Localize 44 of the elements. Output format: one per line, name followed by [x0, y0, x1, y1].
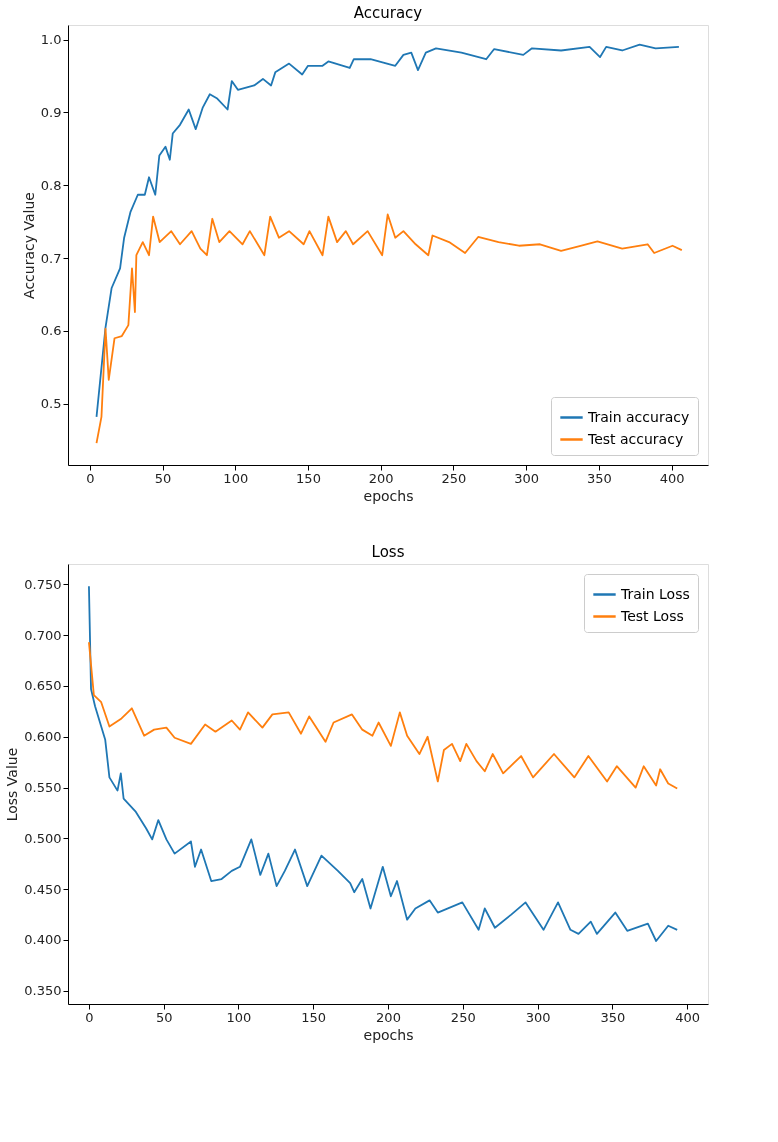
x-axis-title: epochs	[363, 487, 414, 504]
x-tick-label: 0	[86, 470, 95, 486]
y-tick-label: 0.550	[24, 780, 62, 796]
y-tick-label: 0.650	[24, 678, 62, 694]
x-tick-label: 350	[600, 1009, 626, 1025]
legend-label: Test Loss	[620, 607, 684, 624]
y-axis-title: Loss Value	[4, 747, 21, 822]
x-tick-label: 300	[514, 470, 540, 486]
y-tick-label: 0.9	[40, 104, 62, 120]
x-tick-label: 50	[154, 470, 172, 486]
y-tick-label: 0.350	[24, 983, 62, 999]
line-series	[88, 641, 679, 790]
x-tick-label: 0	[85, 1009, 94, 1025]
chart-title: Accuracy	[353, 4, 423, 22]
x-tick-label: 50	[155, 1009, 173, 1025]
legend-label: Test accuracy	[587, 430, 684, 447]
x-tick-label: 150	[296, 470, 321, 486]
y-tick-label: 0.8	[40, 177, 62, 193]
y-tick-label: 0.750	[24, 576, 62, 592]
x-tick-label: 100	[226, 1009, 252, 1025]
y-axis-title: Accuracy Value	[20, 192, 37, 299]
legend-label: Train accuracy	[587, 408, 690, 425]
chart-title: Loss	[371, 543, 405, 561]
x-tick-label: 100	[223, 470, 249, 486]
y-tick-label: 0.500	[24, 830, 62, 846]
x-tick-label: 250	[450, 1009, 476, 1025]
x-tick-label: 350	[587, 470, 612, 486]
x-tick-label: 250	[441, 470, 467, 486]
y-tick-label: 0.400	[24, 932, 62, 948]
y-tick-label: 0.450	[24, 881, 62, 897]
y-tick-label: 0.700	[24, 627, 62, 643]
x-tick-label: 400	[659, 470, 685, 486]
x-tick-label: 200	[376, 1009, 401, 1025]
x-tick-label: 200	[368, 470, 394, 486]
y-tick-label: 1.0	[40, 32, 62, 48]
y-tick-label: 0.600	[24, 729, 62, 745]
x-tick-label: 150	[301, 1009, 327, 1025]
y-tick-label: 0.6	[40, 323, 62, 339]
x-tick-label: 400	[675, 1009, 700, 1025]
legend-label: Train Loss	[620, 585, 690, 602]
y-tick-label: 0.5	[40, 396, 62, 412]
y-tick-label: 0.7	[40, 250, 62, 266]
x-axis-title: epochs	[363, 1026, 414, 1043]
x-tick-label: 300	[525, 1009, 551, 1025]
